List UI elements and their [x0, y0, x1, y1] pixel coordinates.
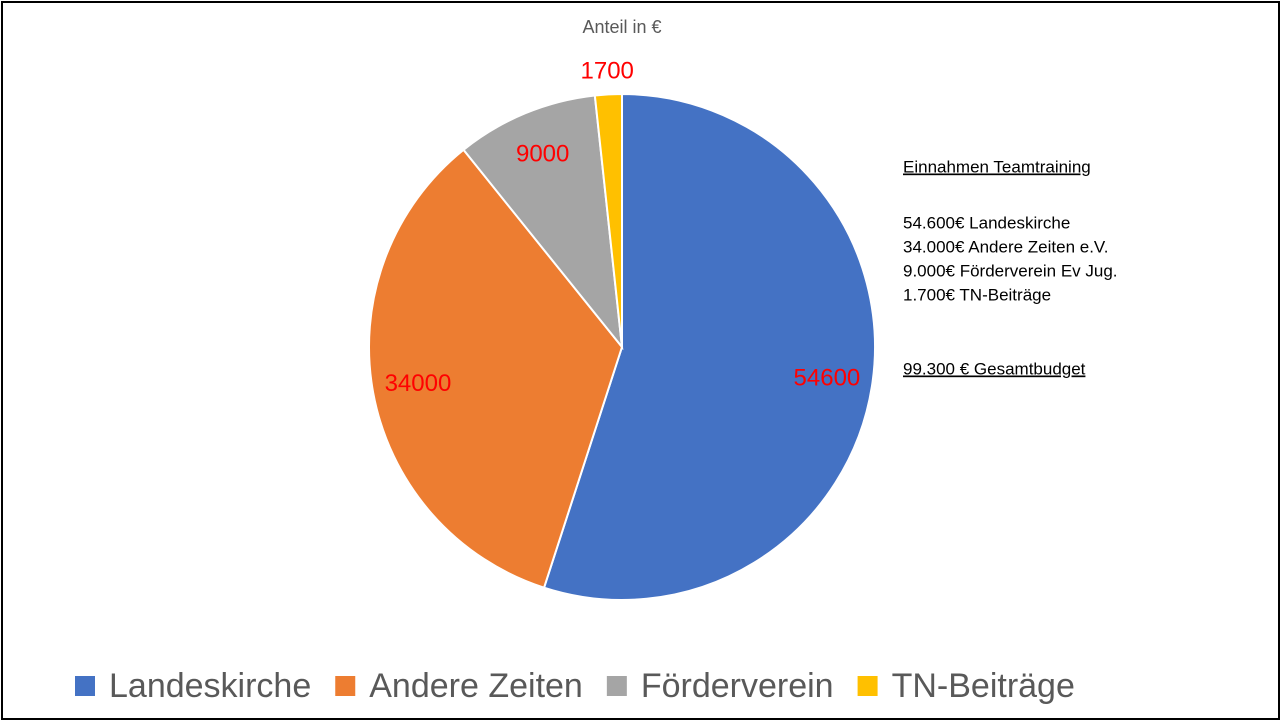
legend-swatch — [335, 676, 356, 696]
data-label: 9000 — [516, 141, 569, 168]
annotation-line: 9.000€ Förderverein Ev Jug. — [903, 261, 1118, 280]
pie-slice — [368, 148, 624, 589]
pie-slice — [542, 92, 877, 601]
annotation-total: 99.300 € Gesamtbudget — [903, 359, 1086, 378]
annotation-line: 54.600€ Landeskirche — [903, 213, 1070, 232]
legend-label: Andere Zeiten — [369, 667, 583, 705]
pie-slice — [462, 94, 624, 351]
annotation-line: 34.000€ Andere Zeiten e.V. — [903, 237, 1108, 256]
legend-label: TN-Beiträge — [892, 667, 1075, 705]
chart-title: Anteil in € — [582, 17, 661, 37]
legend-label: Landeskirche — [109, 667, 311, 705]
legend-swatch — [606, 676, 627, 696]
data-label: 34000 — [385, 370, 452, 397]
annotation-line: 1.700€ TN-Beiträge — [903, 285, 1051, 304]
legend-swatch — [857, 676, 878, 696]
annotation-heading: Einnahmen Teamtraining — [903, 157, 1091, 176]
data-label: 1700 — [581, 58, 634, 85]
legend-label: Förderverein — [641, 667, 834, 705]
pie-slice — [593, 92, 623, 348]
data-label: 54600 — [794, 365, 861, 392]
legend-swatch — [75, 676, 95, 696]
